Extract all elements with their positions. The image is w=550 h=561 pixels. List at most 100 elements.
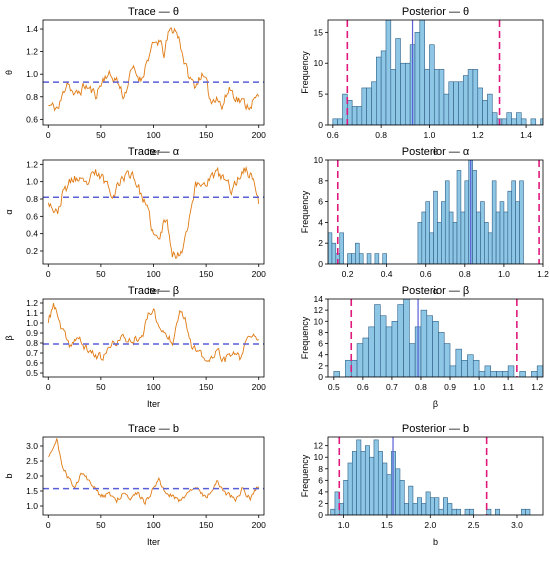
y-tick-label: 0.8 <box>26 92 38 102</box>
histogram-bar <box>478 371 486 377</box>
histogram-bar <box>419 20 425 125</box>
x-tick-label: 0.6 <box>420 269 432 279</box>
histogram-bar <box>477 87 483 125</box>
x-tick-label: 50 <box>96 520 106 530</box>
x-tick-label: 200 <box>252 382 266 392</box>
y-tick-label: 10 <box>314 58 324 68</box>
histogram-bar <box>397 304 404 377</box>
histogram-bar <box>390 69 396 125</box>
y-tick-label: 0 <box>318 259 323 269</box>
histogram-bar <box>433 69 440 125</box>
x-tick-label: 150 <box>199 130 213 140</box>
histogram-bar <box>487 93 493 125</box>
y-tick-label: 1.0 <box>26 69 38 79</box>
histogram-bar <box>351 451 357 515</box>
y-tick-label: 8 <box>318 176 323 186</box>
histogram-bar <box>377 451 383 515</box>
x-axis-label: α <box>433 286 438 296</box>
histogram-bar <box>424 69 430 125</box>
histogram-bar <box>385 20 392 125</box>
histogram-bar <box>382 253 387 264</box>
y-tick-label: 0.8 <box>26 338 38 348</box>
histogram-bar <box>476 211 481 264</box>
plot-area <box>43 165 264 259</box>
y-tick-label: 0 <box>318 372 323 382</box>
histogram-bar <box>486 508 492 515</box>
histogram-bar <box>366 253 372 264</box>
histogram-bar <box>382 462 388 515</box>
histogram-bar <box>453 81 459 125</box>
x-axis-label: Iter <box>147 147 160 157</box>
histogram-bar <box>452 222 458 264</box>
histogram-bar <box>472 359 480 377</box>
x-tick-label: 1.0 <box>424 130 436 140</box>
histogram-bar <box>360 451 366 515</box>
y-tick-label: 0.6 <box>26 358 38 368</box>
x-tick-label: 150 <box>199 382 213 392</box>
x-tick-label: 2.0 <box>424 520 436 530</box>
x-tick-label: 0.6 <box>327 130 339 140</box>
trace-line <box>47 165 260 259</box>
y-tick-label: 12 <box>314 441 324 451</box>
histogram-bar <box>374 253 380 264</box>
histogram-bar <box>472 69 479 125</box>
axes-frame <box>42 436 265 516</box>
plot-area <box>328 160 543 264</box>
histogram-bar <box>395 468 401 515</box>
plot-area <box>328 20 543 125</box>
y-tick-label: 2 <box>318 498 323 508</box>
y-tick-label: 6 <box>318 475 323 485</box>
y-axis-label: θ <box>4 70 14 75</box>
panel-2: Posterior — θ 0.6 0.8 1.0 1.2 1.4 0 5 10 15 θ Frequ… <box>300 6 544 157</box>
plot-area <box>43 438 264 506</box>
histogram-bar <box>362 337 369 377</box>
x-tick-label: 100 <box>146 520 160 530</box>
y-tick-label: 0.7 <box>26 348 38 358</box>
x-tick-label: 0.8 <box>415 382 427 392</box>
x-tick-label: 1.0 <box>473 382 485 392</box>
plot-area <box>328 437 543 515</box>
y-tick-label: 0.9 <box>26 328 38 338</box>
x-tick-label: 1.2 <box>537 269 549 279</box>
histogram-bar <box>405 62 411 125</box>
histogram-bar <box>443 343 451 377</box>
histogram-bar <box>429 44 435 125</box>
axes-frame <box>327 19 544 126</box>
histogram-bar <box>437 222 442 264</box>
y-tick-label: 2.0 <box>26 471 38 481</box>
histogram-bar <box>347 462 353 515</box>
histogram-bar <box>456 508 461 515</box>
histogram-bar <box>491 112 498 125</box>
histogram-bar <box>472 170 477 264</box>
y-tick-label: 1.4 <box>26 24 38 34</box>
y-tick-label: 12 <box>314 305 324 315</box>
trace-line <box>47 438 260 506</box>
y-tick-label: 0.5 <box>26 368 38 378</box>
histogram-bar <box>503 211 509 264</box>
x-tick-label: 1.0 <box>498 269 510 279</box>
x-tick-label: 0.8 <box>375 130 387 140</box>
y-tick-label: 1.0 <box>26 177 38 187</box>
plot-area <box>43 303 264 363</box>
histogram-bar <box>438 332 445 377</box>
histogram-bar <box>328 232 333 264</box>
x-tick-label: 1.5 <box>381 520 393 530</box>
x-tick-label: 0 <box>46 382 51 392</box>
histogram-bar <box>462 75 469 125</box>
histogram-bar <box>511 118 517 125</box>
plot-area <box>43 27 264 112</box>
histogram-bar <box>519 180 524 264</box>
histogram-bar <box>487 232 493 264</box>
histogram-bar <box>447 503 453 515</box>
x-tick-label: 100 <box>146 382 160 392</box>
y-tick-label: 1.2 <box>26 298 38 308</box>
histogram-bar <box>412 503 418 515</box>
histogram-bar <box>519 371 526 377</box>
histogram-bar <box>409 343 416 377</box>
x-tick-label: 1.2 <box>472 130 484 140</box>
panel-title: Trace — β <box>128 285 179 297</box>
x-tick-label: 1.2 <box>531 382 543 392</box>
histogram-bar <box>364 445 370 515</box>
panel-title: Posterior — α <box>402 146 470 158</box>
y-tick-label: 2.5 <box>26 456 38 466</box>
